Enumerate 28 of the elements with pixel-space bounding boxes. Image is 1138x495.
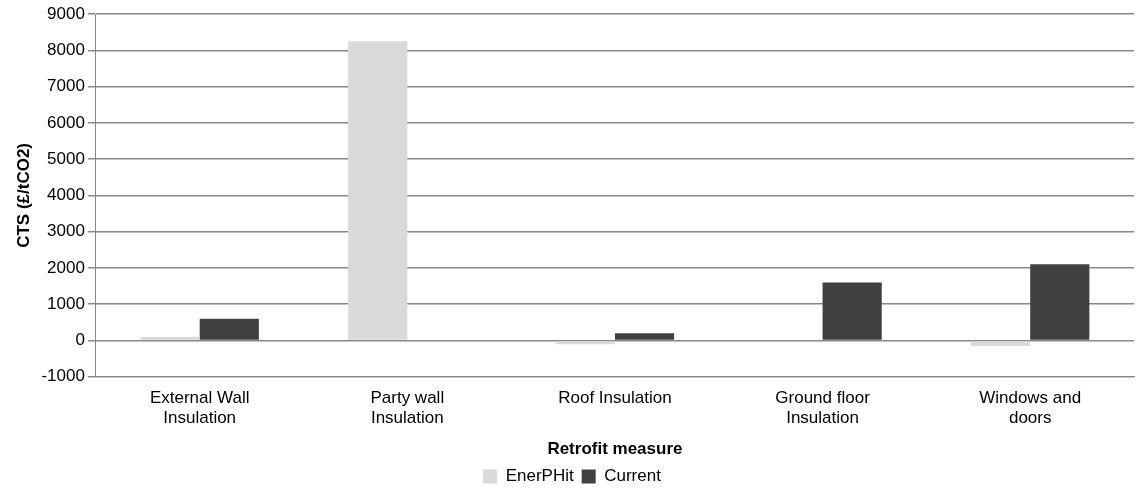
y-tick-label: 4000 [47, 185, 85, 205]
y-tick-label: 8000 [47, 39, 85, 59]
y-axis-title: CTS (£/tCO2) [13, 142, 33, 248]
y-tick-label: 3000 [47, 221, 85, 241]
y-tick-label: 1000 [47, 293, 85, 313]
y-tick-label: 7000 [47, 76, 85, 96]
y-tick-label: 0 [75, 330, 85, 350]
x-tick-label: Roof Insulation [558, 387, 672, 407]
x-tick-label: Ground floor Insulation [775, 387, 871, 428]
x-tick-label: External Wall Insulation [149, 387, 250, 428]
x-axis-title: Retrofit measure [547, 439, 683, 459]
y-tick-label: 2000 [47, 257, 85, 277]
bar [555, 341, 615, 345]
x-tick-label: Party wall Insulation [370, 387, 445, 428]
bar [1030, 264, 1090, 340]
y-tick-label: 6000 [47, 112, 85, 132]
bar [614, 333, 675, 340]
legend-label: Current [604, 466, 662, 486]
bar [822, 282, 882, 340]
bar [140, 336, 200, 340]
y-tick-label: 9000 [47, 3, 85, 23]
bar [971, 341, 1031, 346]
y-tick-label: -1000 [41, 366, 85, 386]
y-tick-label: 5000 [47, 148, 85, 168]
bar [348, 41, 408, 340]
legend-label: EnerPHit [505, 466, 574, 486]
bar [199, 318, 259, 340]
x-tick-label: Windows and doors [979, 387, 1082, 428]
